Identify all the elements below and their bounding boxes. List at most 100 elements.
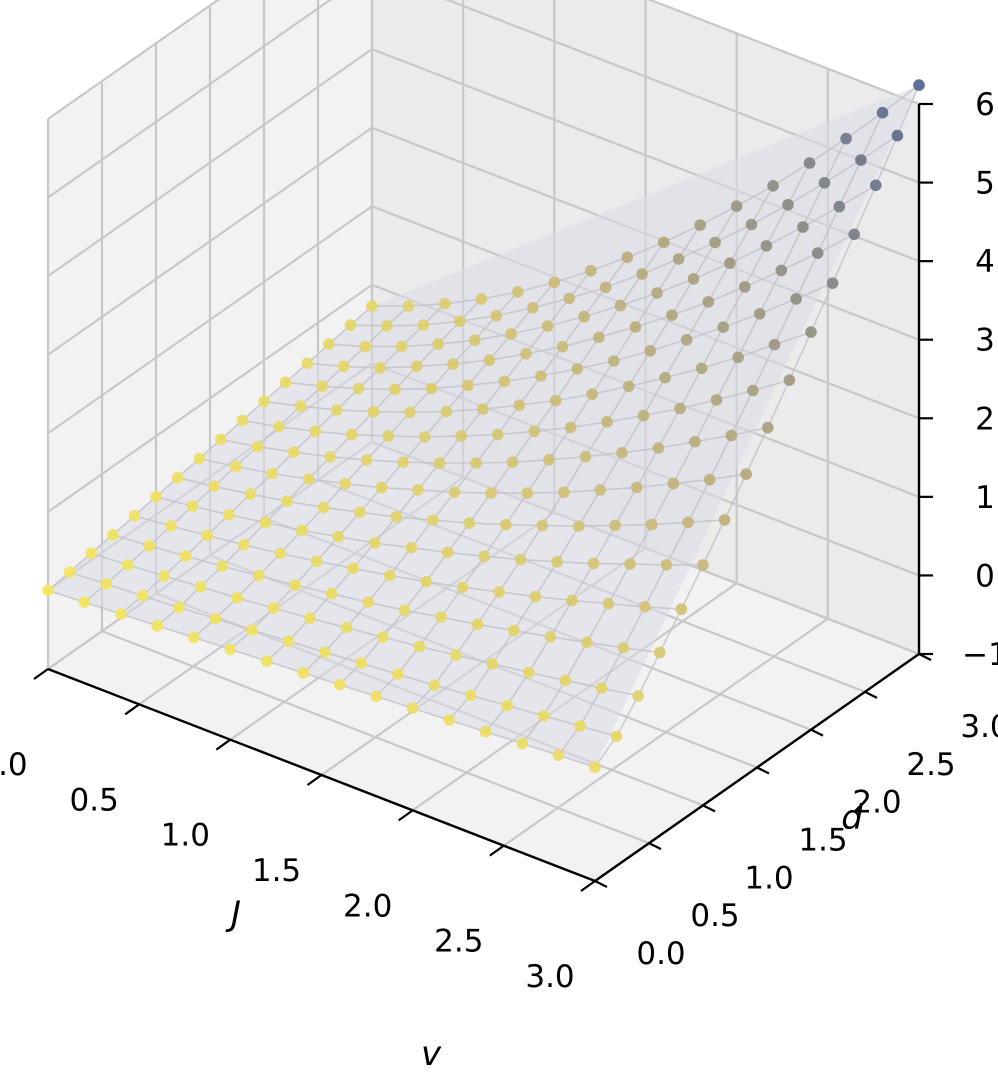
data-point (541, 320, 554, 332)
data-point (332, 530, 345, 543)
data-point (680, 334, 693, 346)
data-point (287, 446, 300, 458)
data-point (601, 416, 613, 428)
data-point (622, 380, 635, 393)
data-point (493, 586, 505, 598)
surface-wire-row (134, 515, 682, 610)
data-point (179, 550, 192, 562)
data-point (475, 293, 488, 305)
surface-wire-row (263, 331, 812, 414)
data-point (891, 129, 904, 142)
y-tick-label: 0.0 (636, 936, 685, 972)
data-point (616, 447, 628, 459)
data-point (709, 236, 721, 249)
data-point (803, 157, 816, 169)
data-point (537, 710, 550, 722)
x-tick-mark (33, 668, 49, 680)
data-point (432, 338, 445, 351)
data-point (433, 457, 446, 469)
surface-wire-col (557, 112, 884, 756)
data-point (724, 257, 736, 270)
data-point (289, 579, 301, 591)
data-point (652, 442, 665, 454)
surface-wire-col (47, 305, 373, 592)
data-point (654, 646, 666, 659)
data-point (440, 405, 453, 418)
data-point (559, 674, 572, 687)
data-point (840, 132, 852, 145)
data-point (767, 180, 779, 192)
z-tick-label: 2 (975, 401, 995, 437)
data-point (309, 425, 322, 438)
data-point (448, 486, 461, 499)
data-point (244, 488, 257, 500)
data-point (42, 584, 54, 597)
surface-wire-col (83, 305, 410, 603)
surface-wire-row (220, 426, 768, 464)
data-point (297, 667, 310, 679)
data-point (439, 297, 451, 310)
data-point (107, 529, 119, 541)
data-point (319, 646, 331, 658)
data-point (768, 338, 781, 351)
data-point (324, 451, 337, 463)
y-tick-mark (864, 690, 878, 699)
data-point (797, 221, 809, 233)
data-point (682, 516, 694, 529)
data-point (478, 550, 491, 563)
data-point (782, 199, 794, 211)
data-point (296, 524, 308, 537)
y-tick-mark (702, 804, 716, 813)
data-point (870, 179, 882, 192)
data-point (876, 106, 889, 119)
data-point (339, 477, 351, 490)
grid-line-y-floor (101, 630, 650, 845)
data-point (236, 414, 249, 427)
x-tick-label: 1.0 (161, 818, 210, 854)
data-point (614, 299, 627, 312)
data-point (702, 296, 715, 308)
data-point (63, 566, 76, 578)
data-point (443, 714, 455, 726)
data-point (657, 236, 670, 249)
data-point (674, 402, 686, 415)
data-point (552, 749, 565, 762)
data-point (171, 471, 184, 484)
data-point (304, 612, 316, 624)
data-point (528, 425, 540, 438)
data-point (404, 406, 416, 419)
grid-line-z-back (647, 0, 920, 106)
data-point (412, 484, 424, 496)
data-point (572, 520, 585, 532)
data-point (186, 500, 199, 512)
data-point (687, 273, 700, 285)
data-point (639, 601, 651, 613)
data-point (479, 725, 492, 738)
data-point (251, 440, 264, 453)
data-point (666, 309, 678, 322)
surface-wire-row (47, 589, 596, 768)
data-point (435, 611, 447, 623)
data-point (354, 506, 366, 518)
data-point (637, 409, 650, 422)
data-point (395, 340, 408, 353)
surface-wire-row (285, 282, 833, 391)
data-point (418, 431, 431, 443)
data-point (675, 603, 688, 615)
data-point (624, 558, 636, 570)
data-point (337, 360, 350, 373)
grid-line-z-left (47, 283, 373, 513)
data-point (367, 405, 380, 418)
data-point (491, 428, 504, 441)
surface-fill (48, 85, 919, 768)
data-point (78, 596, 91, 608)
y-tick-mark (756, 766, 770, 775)
data-point (775, 264, 788, 277)
surface-wire-row (372, 84, 920, 307)
data-point (477, 403, 489, 416)
surface-wire-col (120, 303, 446, 615)
data-point (833, 200, 846, 213)
data-point (574, 720, 586, 732)
data-point (739, 281, 751, 293)
surface-wire-col (229, 281, 555, 650)
